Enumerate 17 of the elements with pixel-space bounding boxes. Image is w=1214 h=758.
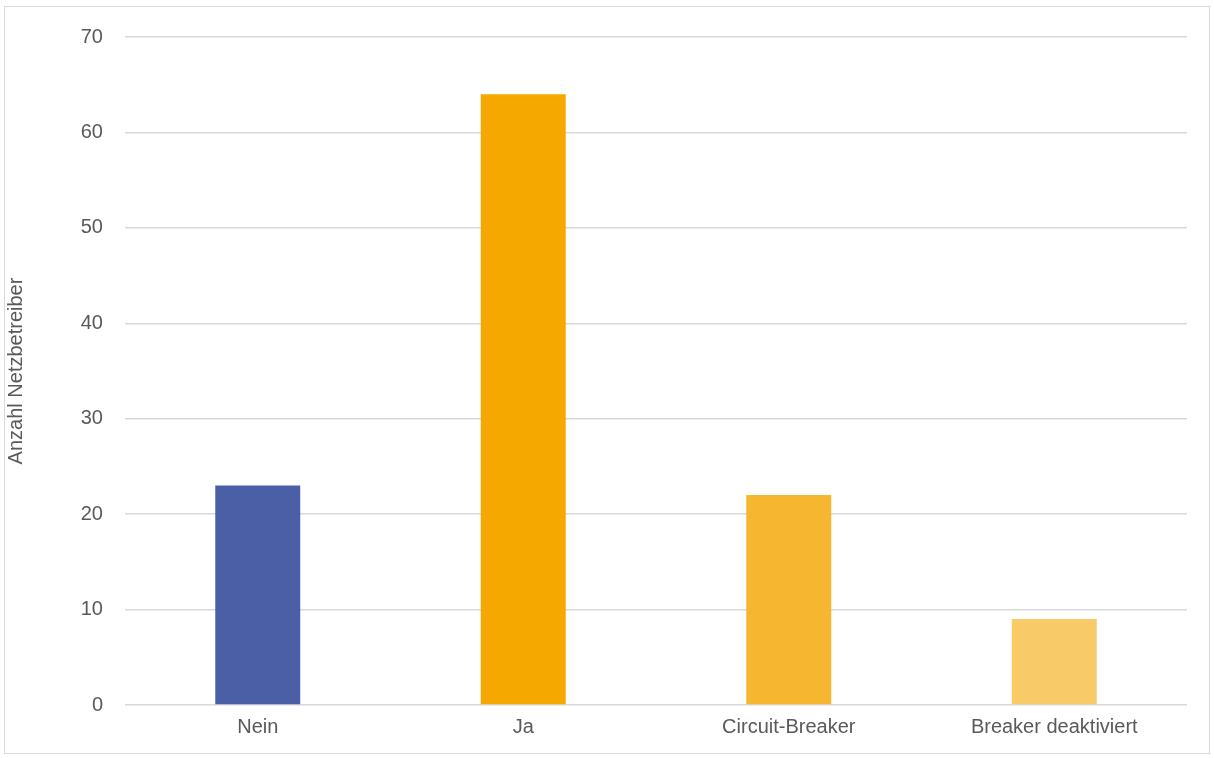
bar (1011, 619, 1097, 705)
y-tick-label: 30 (80, 406, 103, 429)
y-tick-label: 40 (80, 310, 103, 333)
y-tick-label: 50 (80, 215, 103, 238)
x-tick-label: Breaker deaktiviert (970, 714, 1139, 737)
y-tick-label: 60 (80, 119, 103, 142)
bar (746, 495, 832, 705)
bar (215, 485, 301, 705)
y-axis-title: Anzahl Netzbetreiber (3, 277, 26, 465)
x-tick-label: Circuit-Breaker (722, 714, 856, 737)
x-tick-label: Nein (237, 714, 279, 737)
bar (480, 94, 566, 705)
y-tick-label: 0 (91, 692, 103, 715)
y-tick-label: 70 (80, 24, 103, 47)
x-tick-label: Ja (512, 714, 535, 737)
y-tick-label: 20 (80, 501, 103, 524)
y-tick-label: 10 (80, 597, 103, 620)
